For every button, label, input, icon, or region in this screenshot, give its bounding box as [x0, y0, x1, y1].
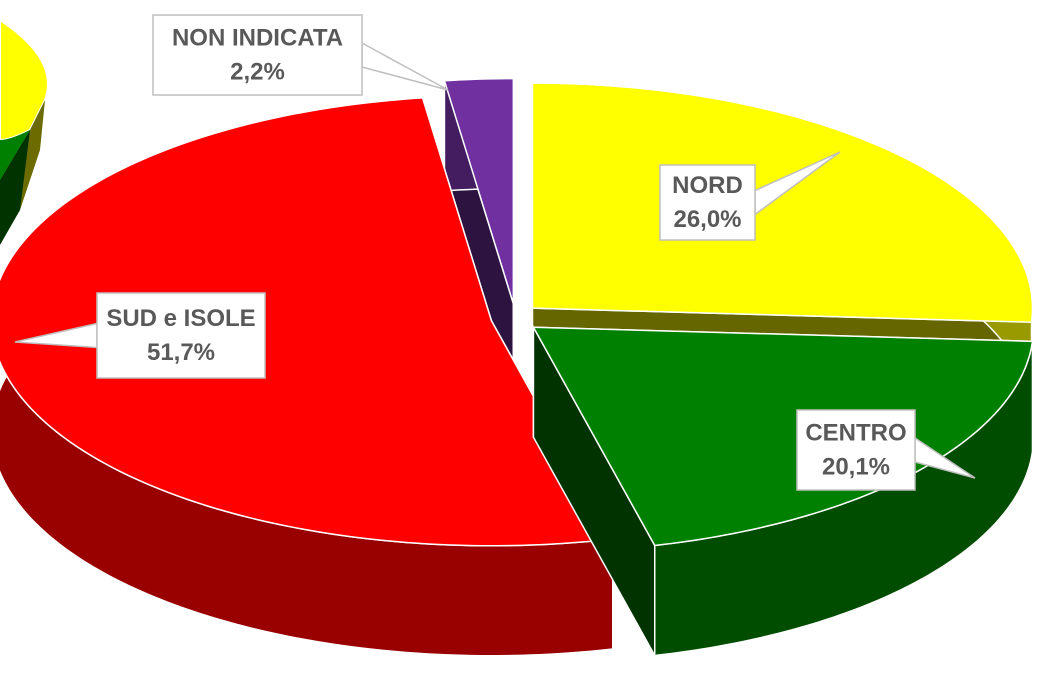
category-label: SUD e ISOLE	[106, 305, 255, 332]
slice	[532, 326, 1034, 547]
value-label: 2,2%	[230, 58, 285, 85]
label-box	[96, 292, 266, 379]
value-label: 20,1%	[822, 453, 890, 480]
labels: NORD 26,0% CENTRO 20,1% SUD e ISOLE 51,7% NON …	[14, 14, 976, 491]
value-label: 26,0%	[673, 206, 741, 233]
label-box	[659, 164, 756, 241]
pie	[0, 77, 1034, 659]
label-box	[152, 14, 363, 96]
label-box	[796, 409, 916, 491]
category-label: CENTRO	[805, 419, 906, 446]
slice	[532, 324, 1034, 659]
slice	[531, 82, 1034, 324]
category-label: NORD	[672, 172, 743, 199]
value-label: 51,7%	[147, 339, 215, 366]
category-label: NON INDICATA	[172, 24, 343, 51]
slice	[0, 97, 614, 657]
background-pie-fragment	[0, 18, 49, 245]
callout-pointer	[361, 41, 449, 91]
slice	[0, 97, 614, 547]
slice	[443, 77, 515, 304]
